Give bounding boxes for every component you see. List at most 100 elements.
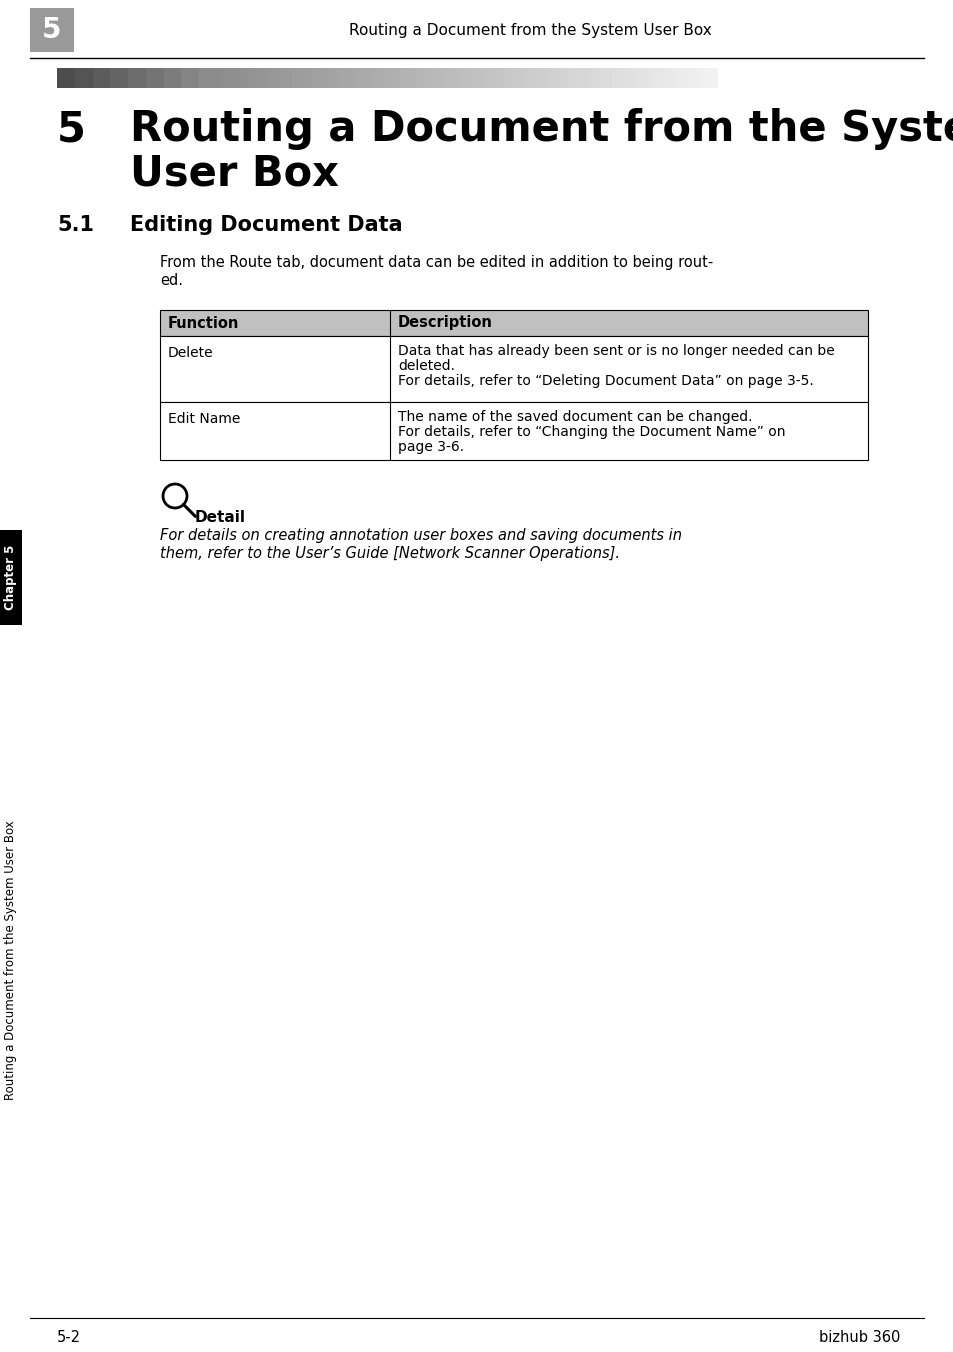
Bar xyxy=(74,68,92,88)
Bar xyxy=(30,8,74,51)
Bar xyxy=(642,68,649,88)
Bar xyxy=(674,68,680,88)
Text: 5.1: 5.1 xyxy=(57,215,94,235)
Bar xyxy=(330,68,336,88)
Bar xyxy=(574,68,580,88)
Bar xyxy=(392,68,398,88)
Bar xyxy=(292,68,298,88)
Text: Delete: Delete xyxy=(168,346,213,360)
Bar xyxy=(367,68,374,88)
Text: ed.: ed. xyxy=(160,273,183,288)
Bar xyxy=(260,68,268,88)
Text: For details on creating annotation user boxes and saving documents in: For details on creating annotation user … xyxy=(160,529,681,544)
Bar xyxy=(460,68,468,88)
Bar xyxy=(355,68,361,88)
Bar xyxy=(160,310,867,337)
Bar xyxy=(316,68,324,88)
Bar xyxy=(655,68,661,88)
Bar xyxy=(536,68,542,88)
Bar xyxy=(623,68,630,88)
Bar xyxy=(679,68,686,88)
Bar xyxy=(511,68,517,88)
Bar xyxy=(561,68,568,88)
Bar xyxy=(128,68,146,88)
Bar xyxy=(160,337,867,402)
Text: Detail: Detail xyxy=(194,510,246,525)
Text: The name of the saved document can be changed.: The name of the saved document can be ch… xyxy=(397,410,752,425)
Bar xyxy=(648,68,655,88)
Bar xyxy=(348,68,355,88)
Bar xyxy=(586,68,593,88)
Bar xyxy=(242,68,249,88)
Bar xyxy=(517,68,524,88)
Bar xyxy=(111,68,128,88)
Text: Edit Name: Edit Name xyxy=(168,412,240,426)
Bar xyxy=(618,68,624,88)
Bar xyxy=(335,68,342,88)
Bar xyxy=(164,68,181,88)
Text: For details, refer to “Changing the Document Name” on: For details, refer to “Changing the Docu… xyxy=(397,425,784,439)
Bar xyxy=(223,68,230,88)
Bar xyxy=(417,68,424,88)
Bar xyxy=(279,68,286,88)
Bar xyxy=(199,68,216,88)
Bar xyxy=(311,68,317,88)
Bar xyxy=(455,68,461,88)
Bar xyxy=(598,68,605,88)
Bar xyxy=(592,68,598,88)
Bar xyxy=(374,68,380,88)
Bar xyxy=(704,68,712,88)
Bar xyxy=(0,625,22,1295)
Bar xyxy=(360,68,368,88)
Text: 5: 5 xyxy=(42,16,62,45)
Bar xyxy=(442,68,449,88)
Text: Routing a Document from the System: Routing a Document from the System xyxy=(130,108,953,150)
Bar xyxy=(304,68,311,88)
Bar xyxy=(636,68,642,88)
Text: 5-2: 5-2 xyxy=(57,1330,81,1345)
Text: For details, refer to “Deleting Document Data” on page 3-5.: For details, refer to “Deleting Document… xyxy=(397,375,813,388)
Bar xyxy=(530,68,537,88)
Text: Description: Description xyxy=(397,315,493,330)
Bar xyxy=(474,68,480,88)
Bar xyxy=(555,68,561,88)
Bar xyxy=(498,68,505,88)
Bar xyxy=(686,68,693,88)
Bar xyxy=(230,68,236,88)
Text: Chapter 5: Chapter 5 xyxy=(5,545,17,610)
Bar xyxy=(667,68,674,88)
Text: page 3-6.: page 3-6. xyxy=(397,439,464,454)
Bar xyxy=(274,68,280,88)
Text: Data that has already been sent or is no longer needed can be: Data that has already been sent or is no… xyxy=(397,343,834,358)
Bar xyxy=(216,68,224,88)
Bar xyxy=(379,68,386,88)
Bar xyxy=(492,68,498,88)
Bar xyxy=(579,68,586,88)
Bar xyxy=(661,68,668,88)
Text: them, refer to the User’s Guide [Network Scanner Operations].: them, refer to the User’s Guide [Network… xyxy=(160,546,619,561)
Bar xyxy=(567,68,574,88)
Bar xyxy=(248,68,254,88)
Bar xyxy=(254,68,261,88)
Bar xyxy=(436,68,442,88)
Text: Function: Function xyxy=(168,315,239,330)
Bar xyxy=(423,68,430,88)
Bar xyxy=(604,68,612,88)
Text: From the Route tab, document data can be edited in addition to being rout-: From the Route tab, document data can be… xyxy=(160,256,713,270)
Bar xyxy=(548,68,555,88)
Bar xyxy=(160,402,867,460)
Bar xyxy=(504,68,512,88)
Text: Routing a Document from the System User Box: Routing a Document from the System User … xyxy=(348,23,711,38)
Bar xyxy=(448,68,455,88)
Bar xyxy=(479,68,486,88)
Bar xyxy=(181,68,199,88)
Text: deleted.: deleted. xyxy=(397,360,455,373)
Bar xyxy=(398,68,405,88)
Bar xyxy=(430,68,436,88)
Bar xyxy=(467,68,474,88)
Bar xyxy=(57,68,74,88)
Bar xyxy=(630,68,637,88)
Bar xyxy=(323,68,330,88)
Bar xyxy=(611,68,618,88)
Bar xyxy=(298,68,305,88)
